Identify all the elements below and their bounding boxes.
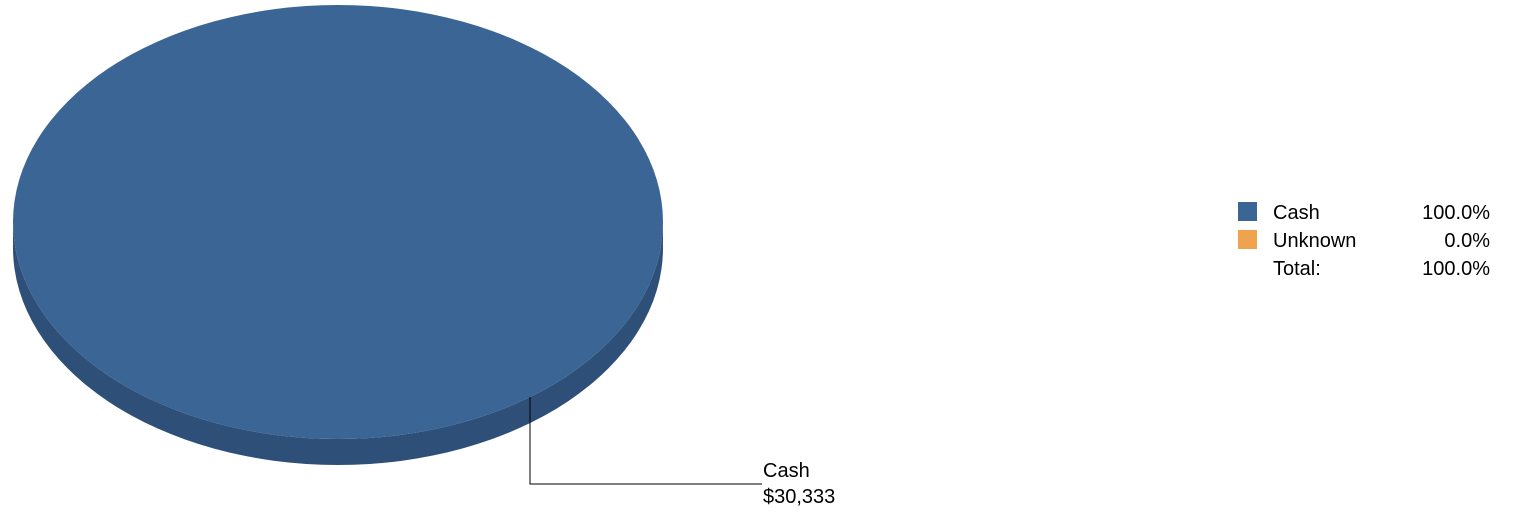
legend-percent-unknown: 0.0% <box>1378 227 1490 255</box>
legend-percent-cash: 100.0% <box>1378 199 1490 227</box>
pie-slice-cash <box>13 5 663 439</box>
legend-swatch-unknown <box>1238 230 1257 249</box>
legend-label-unknown: Unknown <box>1273 227 1356 255</box>
pie-group <box>13 5 663 465</box>
legend-label-cash: Cash <box>1273 199 1320 227</box>
slice-callout-value: $30,333 <box>763 486 835 508</box>
legend-swatch-cash <box>1238 202 1257 221</box>
legend-total-percent: 100.0% <box>1378 255 1490 283</box>
legend-total-label: Total: <box>1273 255 1321 283</box>
slice-callout-name: Cash <box>763 460 810 482</box>
slice-callout-line <box>530 397 762 484</box>
callout-group: Cash $30,333 <box>530 397 835 508</box>
